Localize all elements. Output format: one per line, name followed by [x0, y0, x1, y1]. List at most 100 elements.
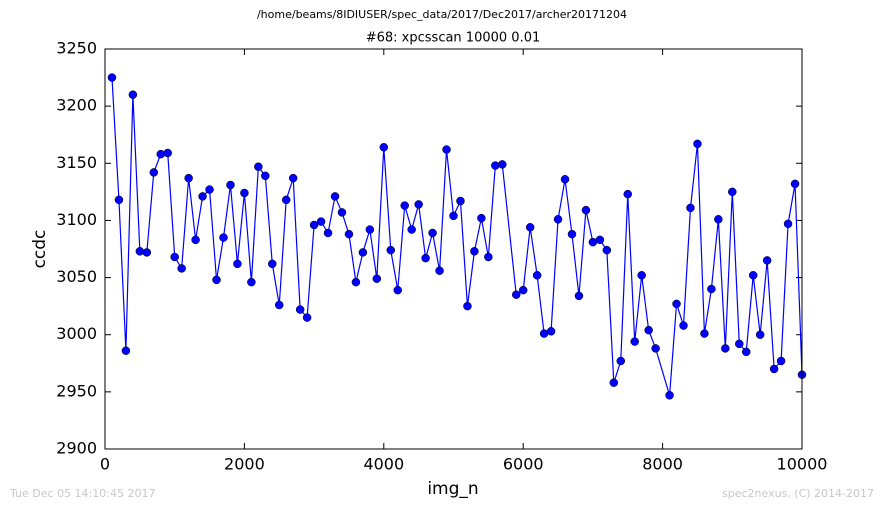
data-point: [609, 378, 619, 387]
data-point: [686, 203, 695, 213]
y-tick-label: 3000: [56, 324, 97, 343]
data-point: [184, 173, 193, 183]
x-tick-label: 8000: [642, 455, 683, 474]
data-point: [560, 175, 570, 184]
data-point: [316, 217, 326, 226]
x-tick-label: 2000: [224, 455, 265, 474]
data-point: [616, 356, 626, 366]
data-point: [268, 259, 277, 269]
data-point: [240, 188, 249, 198]
data-point: [470, 247, 479, 256]
data-point: [135, 247, 145, 256]
data-point: [128, 90, 138, 99]
chart-title: #68: xpcsscan 10000 0.01: [366, 31, 541, 46]
y-tick-label: 3200: [56, 96, 97, 115]
data-point: [428, 228, 437, 238]
data-point: [769, 364, 779, 374]
data-point: [623, 189, 632, 199]
data-point: [790, 179, 800, 189]
data-point: [546, 327, 556, 336]
data-point: [114, 195, 124, 205]
data-point: [205, 185, 214, 194]
data-point: [762, 256, 772, 265]
y-tick-label: 3050: [56, 267, 97, 286]
data-point: [407, 225, 416, 234]
x-tick-label: 4000: [363, 455, 404, 474]
data-point: [602, 245, 612, 255]
data-point: [735, 339, 744, 349]
data-point: [247, 277, 256, 287]
y-tick-label: 3100: [56, 210, 97, 229]
data-point: [309, 220, 319, 230]
data-point: [177, 264, 186, 273]
data-point: [741, 347, 751, 357]
y-tick-label: 3150: [56, 153, 97, 172]
data-line: [111, 77, 803, 396]
data-point: [574, 291, 584, 301]
data-point: [456, 196, 465, 206]
data-point: [219, 233, 228, 242]
data-point: [693, 139, 702, 149]
data-point: [254, 162, 263, 171]
data-point: [323, 228, 333, 238]
data-point: [477, 213, 486, 223]
data-point: [672, 299, 681, 309]
data-point: [665, 391, 674, 400]
data-point: [107, 73, 117, 82]
data-point: [198, 192, 207, 201]
data-point: [651, 344, 660, 353]
data-point: [644, 325, 653, 335]
data-point: [748, 271, 758, 280]
data-point: [463, 301, 472, 311]
data-point: [191, 235, 200, 245]
y-tick-label: 2950: [56, 381, 97, 400]
data-point: [170, 252, 179, 262]
y-axis-label: ccdc: [30, 230, 50, 269]
data-point: [358, 248, 368, 257]
data-point: [351, 277, 361, 287]
data-point: [302, 313, 312, 322]
data-point: [700, 329, 709, 338]
data-point: [484, 252, 493, 262]
data-point: [344, 229, 354, 239]
data-point: [630, 337, 639, 346]
data-point: [637, 271, 646, 280]
data-point: [142, 248, 152, 257]
data-point: [156, 149, 166, 159]
data-point: [449, 211, 458, 221]
data-point: [525, 223, 535, 232]
data-point: [581, 205, 591, 215]
data-point: [288, 173, 298, 183]
data-point: [212, 275, 221, 285]
data-point: [261, 171, 270, 181]
x-tick-label: 10000: [777, 455, 828, 474]
data-point: [567, 229, 577, 239]
data-point: [414, 200, 423, 209]
data-point: [511, 290, 521, 299]
data-point: [379, 143, 389, 152]
data-point: [442, 145, 451, 154]
data-point: [518, 285, 528, 295]
data-point: [275, 300, 284, 310]
data-point: [330, 192, 340, 201]
data-point: [337, 208, 347, 217]
x-tick-label: 0: [100, 455, 110, 474]
data-point: [400, 201, 409, 210]
data-point: [491, 161, 500, 170]
data-point: [149, 168, 159, 177]
footer-timestamp: Tue Dec 05 14:10:45 2017: [9, 487, 155, 500]
data-point: [728, 187, 737, 197]
data-point: [755, 330, 765, 339]
x-tick-label: 6000: [503, 455, 544, 474]
data-point: [372, 274, 382, 283]
plot-frame: [104, 48, 803, 450]
y-tick-label: 2900: [56, 439, 97, 458]
data-point: [783, 219, 793, 229]
data-point: [163, 148, 172, 158]
y-tick-label: 3250: [56, 39, 97, 58]
data-point: [121, 346, 131, 355]
suptitle: /home/beams/8IDIUSER/spec_data/2017/Dec2…: [257, 8, 627, 21]
footer-credit: spec2nexus, (C) 2014-2017: [722, 487, 874, 500]
